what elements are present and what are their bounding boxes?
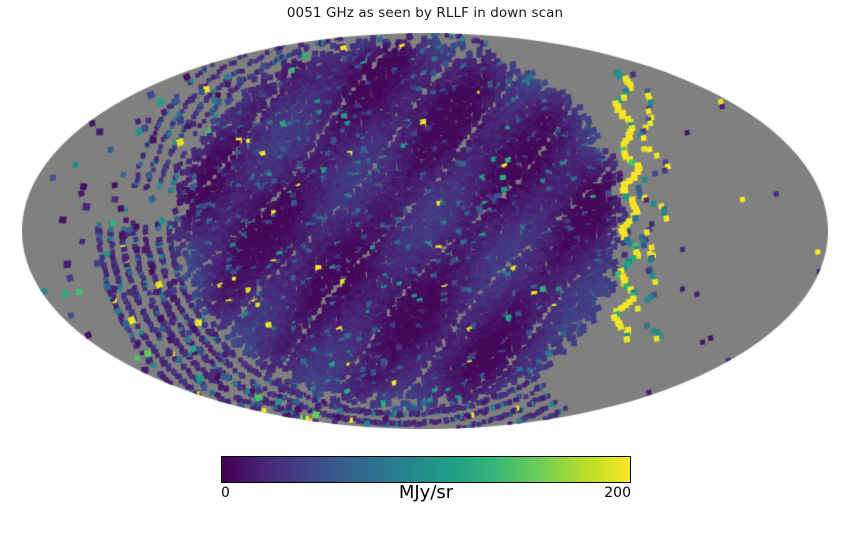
- colorbar-gradient: [221, 456, 631, 483]
- colorbar-max-tick-label: 200: [604, 485, 631, 501]
- mollweide-sky-heatmap[interactable]: [22, 33, 828, 429]
- colorbar[interactable]: 0 200 MJy/sr: [221, 456, 631, 503]
- page-title: 0051 GHz as seen by RLLF in down scan: [286, 5, 564, 21]
- colorbar-unit-label: MJy/sr: [398, 482, 454, 503]
- colorbar-min-tick-label: 0: [221, 485, 230, 501]
- sky-map[interactable]: [22, 33, 828, 429]
